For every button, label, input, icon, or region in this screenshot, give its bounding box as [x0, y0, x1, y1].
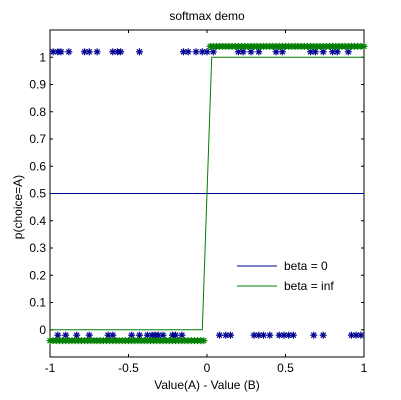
choice-marker-beta-0	[54, 331, 62, 339]
choice-marker-beta-0	[62, 331, 70, 339]
choice-marker-beta-0	[357, 331, 365, 339]
y-tick-label: 0.3	[29, 241, 46, 255]
choice-marker-beta-inf	[200, 337, 208, 345]
y-tick-label: 0.8	[29, 105, 46, 119]
x-tick-label: 1	[361, 361, 368, 375]
choice-marker-beta-0	[333, 48, 341, 56]
choice-marker-beta-0	[289, 331, 297, 339]
choice-marker-beta-0	[227, 331, 235, 339]
y-tick-label: 0.4	[29, 214, 46, 228]
choice-marker-beta-0	[255, 48, 263, 56]
x-axis-label: Value(A) - Value (B)	[154, 378, 260, 392]
choice-marker-beta-0	[93, 48, 101, 56]
y-tick-label: 0.1	[29, 296, 46, 310]
y-axis-label: p(choice=A)	[11, 175, 25, 239]
choice-marker-beta-0	[65, 48, 73, 56]
choice-marker-beta-0	[272, 48, 280, 56]
choice-marker-beta-0	[178, 331, 186, 339]
legend-label: beta = 0	[284, 259, 328, 273]
choice-marker-beta-0	[73, 331, 81, 339]
choice-marker-beta-0	[81, 48, 89, 56]
choice-marker-beta-0	[85, 331, 93, 339]
choice-marker-beta-0	[135, 331, 143, 339]
choice-marker-beta-0	[117, 48, 125, 56]
choice-marker-beta-0	[184, 48, 192, 56]
choice-marker-beta-0	[310, 331, 318, 339]
choice-marker-beta-inf	[360, 42, 368, 50]
chart-title: softmax demo	[169, 9, 245, 23]
x-tick-label: -1	[45, 361, 56, 375]
legend-label: beta = inf	[284, 279, 334, 293]
x-tick-label: 0	[204, 361, 211, 375]
choice-marker-beta-0	[222, 331, 230, 339]
y-tick-label: 0.5	[29, 187, 46, 201]
x-tick-label: -0.5	[118, 361, 139, 375]
legend: beta = 0 beta = inf	[237, 259, 334, 293]
y-tick-label: 1	[39, 50, 46, 64]
choice-marker-beta-0	[135, 48, 143, 56]
choice-marker-beta-0	[203, 48, 211, 56]
y-tick-label: 0.9	[29, 78, 46, 92]
y-tick-label: 0.6	[29, 159, 46, 173]
series-line-beta-inf	[50, 56, 364, 331]
choice-marker-beta-0	[216, 331, 224, 339]
choice-marker-beta-0	[311, 48, 319, 56]
choice-marker-beta-0	[85, 48, 93, 56]
choice-marker-beta-0	[57, 48, 65, 56]
choice-marker-beta-0	[266, 331, 274, 339]
choice-marker-beta-0	[239, 48, 247, 56]
x-tick-label: 0.5	[277, 361, 294, 375]
choice-marker-beta-0	[319, 331, 327, 339]
y-tick-label: 0	[39, 323, 46, 337]
choice-marker-beta-0	[192, 48, 200, 56]
choice-marker-beta-0	[198, 48, 206, 56]
choice-marker-beta-0	[260, 331, 268, 339]
plot-area: -1 -0.5 0 0.5 1 0 0.1 0.2 0.3 0.4 0.5 0.6 0.7 0.8 0.9 1	[29, 29, 368, 375]
y-tick-label: 0.7	[29, 132, 46, 146]
y-tick-label: 0.2	[29, 268, 46, 282]
